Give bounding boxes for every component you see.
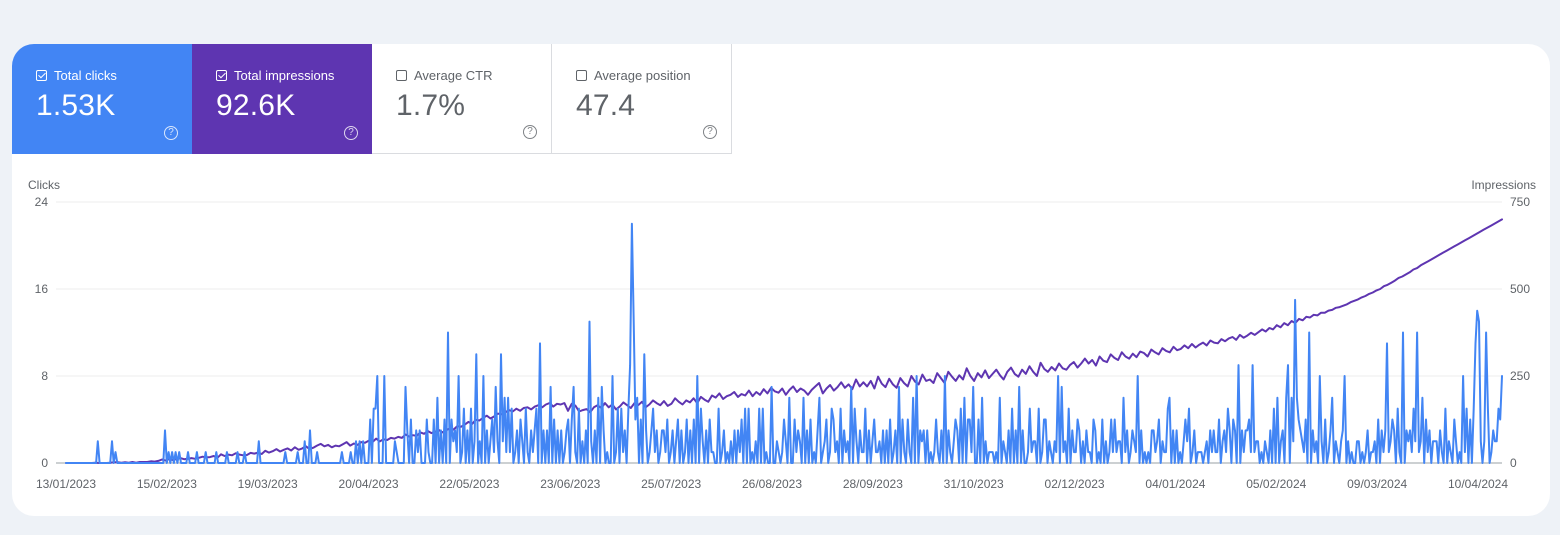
metric-tile-average-ctr[interactable]: Average CTR 1.7% ?	[372, 44, 552, 154]
x-tick-label: 31/10/2023	[944, 477, 1004, 491]
x-tick-label: 15/02/2023	[137, 477, 197, 491]
performance-card: Total clicks 1.53K ? Total impressions 9…	[12, 44, 1550, 516]
x-tick-label: 04/01/2024	[1145, 477, 1205, 491]
metric-tile-total-clicks[interactable]: Total clicks 1.53K ?	[12, 44, 192, 154]
x-tick-label: 10/04/2024	[1448, 477, 1508, 491]
metric-label: Average position	[594, 68, 691, 83]
x-tick-label: 28/09/2023	[843, 477, 903, 491]
left-tick-label: 24	[35, 195, 49, 209]
x-tick-label: 09/03/2024	[1347, 477, 1407, 491]
right-tick-label: 750	[1510, 195, 1530, 209]
checkbox-icon[interactable]	[216, 70, 227, 81]
metric-tile-total-impressions[interactable]: Total impressions 92.6K ?	[192, 44, 372, 154]
checkbox-icon[interactable]	[36, 70, 47, 81]
left-tick-label: 16	[35, 282, 49, 296]
checkbox-icon[interactable]	[396, 70, 407, 81]
x-tick-label: 23/06/2023	[540, 477, 600, 491]
metric-label: Total impressions	[234, 68, 335, 83]
right-tick-label: 0	[1510, 456, 1517, 470]
x-tick-label: 05/02/2024	[1246, 477, 1306, 491]
help-circle-icon[interactable]: ?	[703, 125, 717, 139]
help-circle-icon[interactable]: ?	[344, 126, 358, 140]
x-tick-label: 26/08/2023	[742, 477, 802, 491]
checkbox-icon[interactable]	[576, 70, 587, 81]
metric-tiles: Total clicks 1.53K ? Total impressions 9…	[12, 44, 732, 154]
metric-value: 92.6K	[216, 89, 296, 122]
help-circle-icon[interactable]: ?	[523, 125, 537, 139]
metric-value: 47.4	[576, 89, 636, 122]
x-tick-label: 22/05/2023	[439, 477, 499, 491]
x-tick-label: 13/01/2023	[36, 477, 96, 491]
metric-label: Total clicks	[54, 68, 117, 83]
metric-value: 1.7%	[396, 89, 466, 122]
metric-tile-average-position[interactable]: Average position 47.4 ?	[552, 44, 732, 154]
x-tick-label: 20/04/2023	[339, 477, 399, 491]
x-tick-label: 25/07/2023	[641, 477, 701, 491]
right-tick-label: 250	[1510, 369, 1530, 383]
series-line-total-clicks	[65, 222, 1503, 464]
right-axis-title: Impressions	[1471, 178, 1536, 192]
x-tick-label: 19/03/2023	[238, 477, 298, 491]
right-tick-label: 500	[1510, 282, 1530, 296]
x-tick-label: 02/12/2023	[1045, 477, 1105, 491]
metric-label: Average CTR	[414, 68, 493, 83]
left-tick-label: 8	[41, 369, 48, 383]
left-tick-label: 0	[41, 456, 48, 470]
left-axis-title: Clicks	[28, 178, 60, 192]
metric-value: 1.53K	[36, 89, 116, 122]
help-circle-icon[interactable]: ?	[164, 126, 178, 140]
performance-chart[interactable]: 24 750 16 500 8 250 0 0 13/01/2023 15/02/2023 19/0…	[12, 44, 1550, 516]
